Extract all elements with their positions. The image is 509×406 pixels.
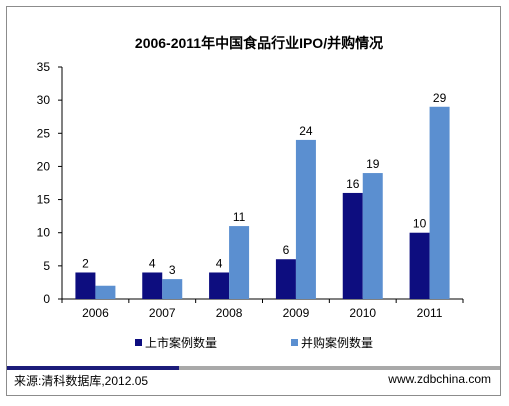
data-label: 6 — [283, 243, 290, 257]
footer-bar-dark — [7, 366, 179, 370]
data-label: 4 — [216, 256, 223, 270]
x-tick-label: 2006 — [82, 306, 109, 320]
y-tick-label: 25 — [37, 126, 51, 140]
bar — [142, 272, 163, 299]
legend-swatch — [291, 339, 298, 346]
data-label: 3 — [169, 263, 176, 277]
x-tick-label: 2011 — [417, 306, 443, 320]
y-tick-label: 0 — [43, 292, 50, 306]
y-tick-label: 15 — [37, 193, 51, 207]
bar — [429, 106, 450, 300]
bar — [342, 192, 363, 299]
y-tick-label: 35 — [37, 60, 51, 74]
bar — [275, 259, 296, 299]
data-label: 11 — [233, 210, 246, 224]
x-tick-label: 2007 — [149, 306, 176, 320]
legend-label: 并购案例数量 — [301, 335, 373, 350]
legend-label: 上市案例数量 — [145, 335, 217, 350]
legend-swatch — [135, 339, 142, 346]
data-label: 4 — [149, 256, 156, 270]
axes: 0 5 10 15 20 25 30 35 2006 2007 2008 2009 2010 2011 — [37, 60, 464, 320]
data-label: 19 — [366, 157, 380, 171]
bar — [362, 173, 383, 299]
source-note: 来源:清科数据库,2012.05 — [14, 374, 149, 388]
x-tick-label: 2008 — [216, 306, 243, 320]
y-tick-label: 5 — [43, 259, 50, 273]
bar — [295, 139, 316, 299]
y-tick-label: 10 — [37, 226, 51, 240]
bar — [209, 272, 230, 299]
data-label: 2 — [82, 256, 89, 270]
y-tick-label: 20 — [37, 159, 51, 173]
bar — [95, 285, 116, 299]
data-label: 24 — [299, 124, 313, 138]
x-tick-label: 2010 — [349, 306, 376, 320]
data-label: 16 — [346, 177, 360, 191]
bars — [75, 106, 450, 300]
x-tick-label: 2009 — [283, 306, 310, 320]
bar — [162, 279, 183, 299]
footer-bar-light — [179, 366, 500, 370]
bar — [409, 232, 430, 299]
bar — [229, 226, 250, 299]
website-link[interactable]: www.zdbchina.com — [388, 372, 491, 386]
data-label: 10 — [413, 217, 427, 231]
legend: 上市案例数量 并购案例数量 — [135, 335, 373, 350]
chart-frame — [6, 6, 501, 396]
data-label: 29 — [433, 91, 447, 105]
y-tick-label: 30 — [37, 93, 51, 107]
bar — [75, 272, 96, 299]
chart-title: 2006-2011年中国食品行业IPO/并购情况 — [135, 35, 383, 51]
